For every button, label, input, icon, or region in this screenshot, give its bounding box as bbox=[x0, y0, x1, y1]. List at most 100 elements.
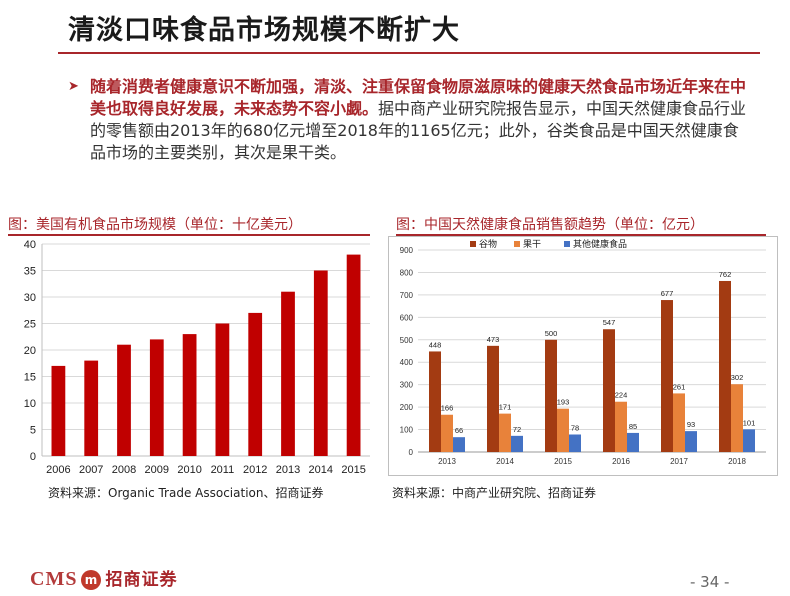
cn-bar-2013-0 bbox=[429, 351, 441, 452]
cn-x-tick-label: 2013 bbox=[438, 457, 456, 466]
cn-data-label: 78 bbox=[571, 423, 579, 432]
us-y-tick-label: 20 bbox=[24, 345, 36, 357]
bullet-arrow-icon: ➤ bbox=[68, 79, 79, 94]
cn-legend-label-0: 谷物 bbox=[479, 238, 497, 249]
cn-bar-2014-2 bbox=[511, 435, 523, 452]
cn-bar-2018-1 bbox=[731, 384, 743, 452]
cn-legend-swatch-0 bbox=[470, 241, 476, 247]
us-x-tick-label: 2009 bbox=[145, 464, 169, 476]
cn-bar-2015-1 bbox=[557, 408, 569, 452]
cn-y-tick-label: 600 bbox=[400, 313, 414, 322]
cn-legend-swatch-2 bbox=[564, 241, 570, 247]
us-bar-2013 bbox=[281, 291, 295, 456]
us-y-tick-label: 40 bbox=[24, 239, 36, 251]
logo-latin: CMS bbox=[30, 568, 78, 590]
cn-bar-2014-0 bbox=[487, 345, 499, 452]
us-chart-source: 资料来源：Organic Trade Association、招商证券 bbox=[48, 486, 324, 500]
cn-data-label: 101 bbox=[743, 418, 756, 427]
us-chart-bars bbox=[51, 254, 361, 456]
cn-data-label: 193 bbox=[557, 398, 570, 407]
cn-data-label: 171 bbox=[499, 403, 512, 412]
cn-chart-title-rule bbox=[396, 234, 766, 236]
us-x-tick-label: 2006 bbox=[46, 464, 70, 476]
us-bar-2008 bbox=[117, 344, 131, 456]
cn-data-label: 85 bbox=[629, 422, 637, 431]
cn-bar-2016-0 bbox=[603, 329, 615, 452]
cn-data-label: 261 bbox=[673, 382, 686, 391]
cn-bar-2013-2 bbox=[453, 437, 465, 452]
cn-bar-2017-1 bbox=[673, 393, 685, 452]
cn-chart-title: 图：中国天然健康食品销售额趋势（单位：亿元） bbox=[396, 217, 704, 233]
cn-data-label: 500 bbox=[545, 329, 558, 338]
cn-y-tick-label: 700 bbox=[400, 291, 414, 300]
slide-title: 清淡口味食品市场规模不断扩大 bbox=[68, 15, 460, 46]
bullet-body: 据中商产业研究院报告显示，中国天然健康食品行业的零售额由2013年的680亿元增… bbox=[90, 99, 747, 162]
cn-y-tick-label: 300 bbox=[400, 381, 414, 390]
cn-y-tick-label: 400 bbox=[400, 358, 414, 367]
cn-data-label: 224 bbox=[615, 391, 628, 400]
us-y-tick-label: 0 bbox=[30, 451, 36, 463]
cn-data-label: 93 bbox=[687, 420, 695, 429]
cn-x-tick-label: 2014 bbox=[496, 457, 514, 466]
cn-bar-2015-0 bbox=[545, 339, 557, 452]
cn-chart-legend: 谷物 果干 其他健康食品 bbox=[470, 238, 627, 249]
us-bar-2007 bbox=[84, 360, 99, 456]
cn-y-tick-label: 800 bbox=[400, 268, 414, 277]
us-x-tick-label: 2007 bbox=[79, 464, 103, 476]
cn-bar-2013-1 bbox=[441, 414, 453, 452]
cn-bar-2016-1 bbox=[615, 401, 627, 452]
title-divider bbox=[58, 52, 760, 54]
us-bar-2011 bbox=[215, 323, 230, 456]
us-bar-2015 bbox=[346, 254, 361, 456]
cn-data-label: 677 bbox=[661, 289, 674, 298]
us-x-tick-label: 2008 bbox=[112, 464, 136, 476]
us-chart-x-axis: 2006 2007 2008 2009 2010 2011 2012 2013 2014 2015 bbox=[46, 464, 366, 476]
cn-data-label: 448 bbox=[429, 340, 442, 349]
us-x-tick-label: 2011 bbox=[211, 464, 235, 476]
cn-legend-label-2: 其他健康食品 bbox=[573, 238, 627, 249]
us-y-tick-label: 25 bbox=[24, 319, 36, 331]
cn-chart-y-axis: 0 100 200 300 400 500 600 700 800 900 bbox=[400, 246, 766, 457]
cn-bar-2017-2 bbox=[685, 431, 697, 452]
cn-data-label: 166 bbox=[441, 404, 454, 413]
cn-y-tick-label: 200 bbox=[400, 403, 414, 412]
us-y-tick-label: 35 bbox=[24, 266, 36, 278]
cn-health-food-bar-chart: 谷物 果干 其他健康食品 0100200300400500600700800900 … bbox=[388, 236, 778, 476]
cn-bar-2015-2 bbox=[569, 434, 581, 452]
us-bar-2014 bbox=[313, 270, 328, 456]
us-x-tick-label: 2015 bbox=[341, 464, 365, 476]
us-x-tick-label: 2014 bbox=[309, 464, 333, 476]
cn-bar-2017-0 bbox=[661, 300, 673, 452]
us-x-tick-label: 2010 bbox=[177, 464, 201, 476]
cn-y-tick-label: 100 bbox=[400, 426, 414, 435]
cn-legend-label-1: 果干 bbox=[523, 239, 541, 249]
us-chart-y-axis: 0 5 10 15 20 25 30 35 40 bbox=[24, 239, 370, 463]
us-bar-2012 bbox=[248, 312, 263, 456]
cn-data-label: 302 bbox=[731, 373, 744, 382]
cn-y-tick-label: 0 bbox=[409, 448, 414, 457]
cn-y-tick-label: 500 bbox=[400, 336, 414, 345]
us-bar-2006 bbox=[51, 365, 66, 456]
cn-data-label: 547 bbox=[603, 318, 616, 327]
us-x-tick-label: 2013 bbox=[276, 464, 300, 476]
cn-data-label: 473 bbox=[487, 335, 500, 344]
us-y-tick-label: 5 bbox=[30, 425, 36, 437]
us-chart-title: 图：美国有机食品市场规模（单位：十亿美元） bbox=[8, 217, 302, 233]
cn-x-tick-label: 2016 bbox=[612, 457, 630, 466]
cn-bar-2014-1 bbox=[499, 413, 511, 452]
us-y-tick-label: 10 bbox=[24, 398, 36, 410]
bullet-highlight: 随着消费者健康意识不断加强，清淡、注重保留食物原滋原味的健康天然食品市场近年来在… bbox=[90, 77, 747, 118]
logo-chinese: 招商证券 bbox=[105, 570, 178, 590]
cn-bar-2018-2 bbox=[743, 429, 755, 452]
cn-chart-data-labels: 448 166 66 473 171 72 500 193 78 547 224 85 677 261 93… bbox=[429, 270, 756, 435]
us-x-tick-label: 2012 bbox=[243, 464, 267, 476]
cn-chart-bars bbox=[429, 280, 755, 452]
summary-bullet: ➤ 随着消费者健康意识不断加强，清淡、注重保留食物原滋原味的健康天然食品市场近年… bbox=[68, 76, 750, 164]
us-y-tick-label: 15 bbox=[24, 372, 36, 384]
cn-chart-x-axis: 2013 2014 2015 2016 2017 2018 bbox=[438, 457, 746, 466]
bullet-text: 随着消费者健康意识不断加强，清淡、注重保留食物原滋原味的健康天然食品市场近年来在… bbox=[90, 76, 750, 164]
cn-data-label: 66 bbox=[455, 426, 463, 435]
cn-chart-frame bbox=[388, 236, 778, 476]
us-y-tick-label: 30 bbox=[24, 292, 36, 304]
cn-bar-2018-0 bbox=[719, 280, 731, 452]
